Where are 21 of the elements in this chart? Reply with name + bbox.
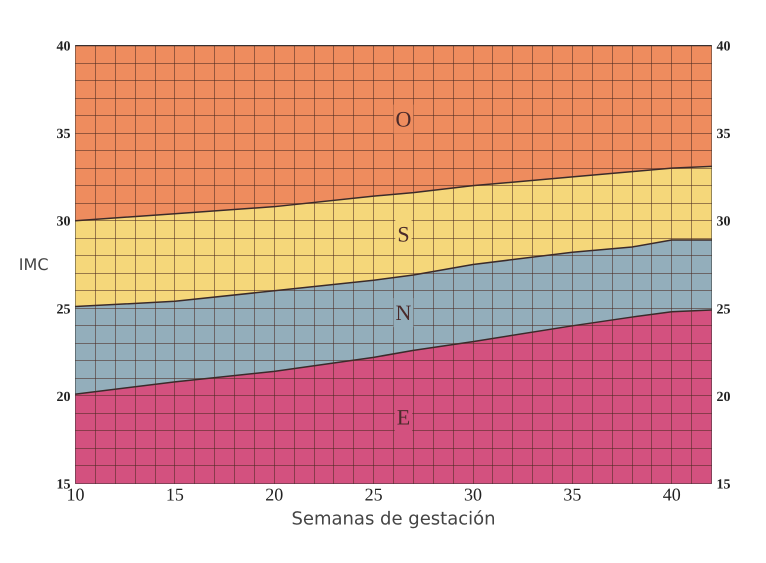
y-tick-label: 40 xyxy=(56,40,70,54)
y2-tick-label: 25 xyxy=(716,302,730,318)
x-tick-label: 35 xyxy=(563,484,582,504)
x-tick-label: 15 xyxy=(166,484,184,504)
series-label: N xyxy=(395,300,412,326)
y-tick-label: 35 xyxy=(56,127,70,142)
y-axis-title: IMC xyxy=(18,255,49,274)
y-tick-label: 25 xyxy=(56,302,70,318)
x-tick-label: 25 xyxy=(364,484,383,504)
x-tick-label: 30 xyxy=(464,484,482,504)
series-label: S xyxy=(397,221,410,246)
x-tick-label: 40 xyxy=(662,484,681,504)
y2-tick-label: 35 xyxy=(716,127,730,142)
y2-tick-label: 20 xyxy=(716,390,730,405)
y-tick-label: 30 xyxy=(56,214,70,230)
series-label: E xyxy=(396,404,410,430)
x-axis-title: Semanas de gestación xyxy=(291,508,496,530)
y2-tick-label: 30 xyxy=(716,214,730,230)
y-tick-label: 20 xyxy=(56,390,70,405)
y2-tick-label: 40 xyxy=(716,40,730,54)
x-tick-label: 20 xyxy=(265,484,284,504)
